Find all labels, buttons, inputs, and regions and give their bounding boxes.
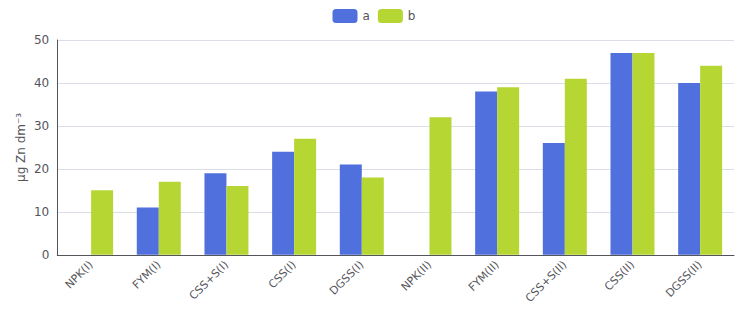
svg-text:30: 30: [34, 119, 49, 133]
svg-text:μg Zn dm⁻³: μg Zn dm⁻³: [14, 113, 28, 182]
svg-text:DGSS(I): DGSS(I): [327, 258, 366, 297]
svg-text:DGSS(II): DGSS(II): [663, 258, 705, 300]
svg-text:FYM(I): FYM(I): [130, 258, 163, 291]
svg-text:NPK(II): NPK(II): [399, 258, 434, 293]
svg-text:20: 20: [34, 162, 49, 176]
svg-text:50: 50: [34, 33, 49, 47]
svg-text:0: 0: [42, 248, 50, 262]
svg-text:CSS(II): CSS(II): [602, 258, 637, 293]
svg-text:FYM(II): FYM(II): [466, 258, 502, 294]
svg-text:40: 40: [34, 76, 49, 90]
svg-text:10: 10: [34, 205, 49, 219]
svg-text:CSS+S(I): CSS+S(I): [187, 258, 231, 302]
svg-text:CSS+S(II): CSS+S(II): [523, 258, 570, 305]
svg-text:NPK(I): NPK(I): [63, 258, 96, 291]
svg-text:b: b: [408, 9, 416, 23]
svg-text:CSS(I): CSS(I): [266, 258, 299, 291]
svg-text:a: a: [363, 9, 370, 23]
